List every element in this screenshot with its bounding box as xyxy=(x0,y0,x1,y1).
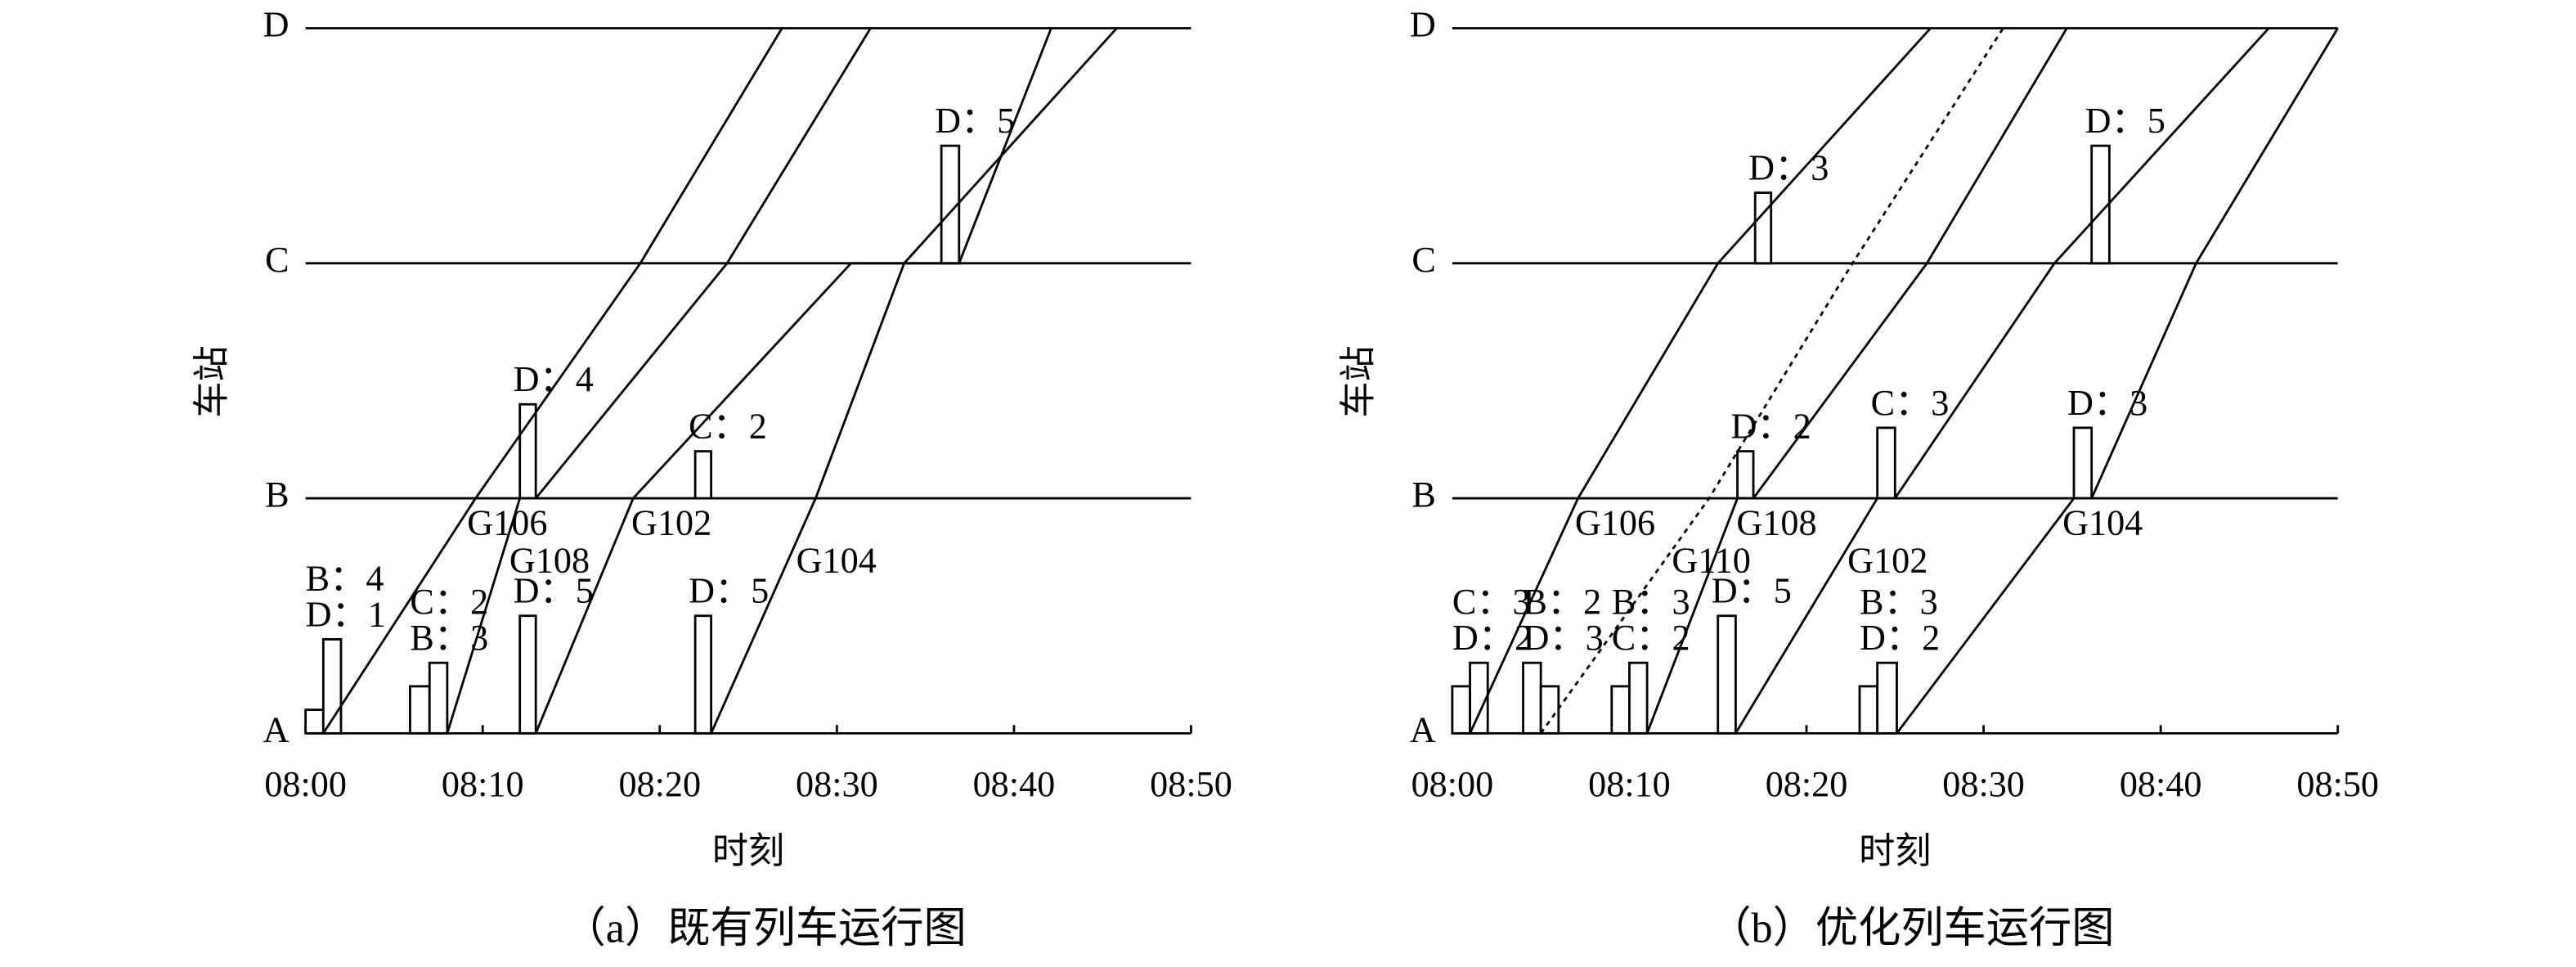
train-label: G108 xyxy=(1736,503,1816,543)
train-line xyxy=(534,28,1052,734)
bar-label: C：3 xyxy=(1452,582,1531,622)
x-tick-label: 08:50 xyxy=(2296,764,2379,804)
y-axis-label: 车站 xyxy=(1339,345,1379,417)
x-axis-label: 时刻 xyxy=(1859,831,1931,871)
bar-label: D：5 xyxy=(1712,571,1792,611)
passenger-bar xyxy=(1717,614,1737,735)
train-label: G104 xyxy=(797,541,877,581)
passenger-bar xyxy=(693,614,712,735)
passenger-bar xyxy=(321,638,343,735)
passenger-bar xyxy=(409,685,431,735)
bar-label: D：5 xyxy=(935,101,1015,141)
station-label: D xyxy=(263,5,289,45)
x-tick-label: 08:00 xyxy=(264,764,347,804)
train-line xyxy=(710,27,1118,734)
station-label: A xyxy=(263,709,289,749)
station-label: D xyxy=(1410,5,1436,45)
bar-label: B：3 xyxy=(1612,582,1690,622)
caption: （a）既有列车运行图 xyxy=(563,904,967,951)
passenger-bar xyxy=(693,450,712,500)
bar-label: C：3 xyxy=(1871,383,1950,423)
bar-label: D：5 xyxy=(2085,101,2165,141)
train-line xyxy=(322,27,783,735)
x-tick-label: 08:20 xyxy=(1766,764,1848,804)
passenger-bar xyxy=(518,614,537,735)
passenger-bar xyxy=(1451,685,1471,735)
bar-label: D：5 xyxy=(689,571,769,611)
bar-label: D：3 xyxy=(1524,618,1604,658)
x-tick-label: 08:10 xyxy=(1588,764,1671,804)
x-axis-label: 时刻 xyxy=(712,831,784,871)
bar-label: D：2 xyxy=(1860,618,1940,658)
passenger-bar xyxy=(1610,685,1631,735)
passenger-bar xyxy=(1539,685,1560,735)
bar-label: C：2 xyxy=(689,407,767,447)
bar-label: D：3 xyxy=(2067,383,2147,423)
train-line xyxy=(1469,27,1932,734)
station-label: C xyxy=(1411,240,1435,280)
bar-label: B：2 xyxy=(1524,582,1602,622)
station-label: B xyxy=(265,475,289,515)
passenger-bar xyxy=(1628,661,1649,735)
bar-label: C：2 xyxy=(410,582,488,622)
passenger-bar xyxy=(1858,685,1879,735)
caption: （b）优化列车运行图 xyxy=(1708,904,2114,951)
x-tick-label: 08:20 xyxy=(618,764,701,804)
train-line xyxy=(1896,27,2339,735)
y-axis-label: 车站 xyxy=(191,345,231,417)
x-tick-label: 08:10 xyxy=(442,764,524,804)
passenger-bar xyxy=(1522,661,1542,735)
x-tick-label: 08:40 xyxy=(2120,764,2202,804)
train-label: G110 xyxy=(1672,541,1751,581)
passenger-bar xyxy=(1736,450,1755,500)
x-tick-label: 08:50 xyxy=(1150,764,1232,804)
bar-label: D：4 xyxy=(514,359,594,399)
train-line xyxy=(1540,27,2004,735)
x-tick-label: 08:40 xyxy=(973,764,1056,804)
passenger-bar xyxy=(518,403,537,500)
train-line xyxy=(446,27,872,734)
passenger-bar xyxy=(1469,661,1489,735)
passenger-bar xyxy=(428,661,449,735)
passenger-bar xyxy=(304,708,325,735)
bar-label: D：1 xyxy=(306,594,386,634)
train-label: G104 xyxy=(2062,503,2143,543)
train-label: G102 xyxy=(1847,541,1928,581)
passenger-bar xyxy=(1753,191,1773,265)
x-tick-label: 08:30 xyxy=(1942,764,2025,804)
station-label: B xyxy=(1411,475,1435,515)
x-tick-label: 08:30 xyxy=(796,764,878,804)
station-label: C xyxy=(265,240,289,280)
bar-label: D：2 xyxy=(1731,407,1811,447)
passenger-bar xyxy=(2072,426,2094,500)
bar-label: B：3 xyxy=(1860,582,1938,622)
train-label: G108 xyxy=(509,541,590,581)
train-line xyxy=(1735,27,2270,735)
train-label: G106 xyxy=(1575,503,1655,543)
train-label: G102 xyxy=(631,503,711,543)
bar-label: C：2 xyxy=(1612,618,1690,658)
passenger-bar xyxy=(1876,426,1896,500)
bar-label: B：4 xyxy=(306,558,384,598)
passenger-bar xyxy=(1876,661,1898,735)
train-line xyxy=(1645,27,2068,734)
bar-label: D：5 xyxy=(514,571,594,611)
bar-label: B：3 xyxy=(410,618,488,658)
station-label: A xyxy=(1410,709,1436,749)
x-tick-label: 08:00 xyxy=(1411,764,1494,804)
